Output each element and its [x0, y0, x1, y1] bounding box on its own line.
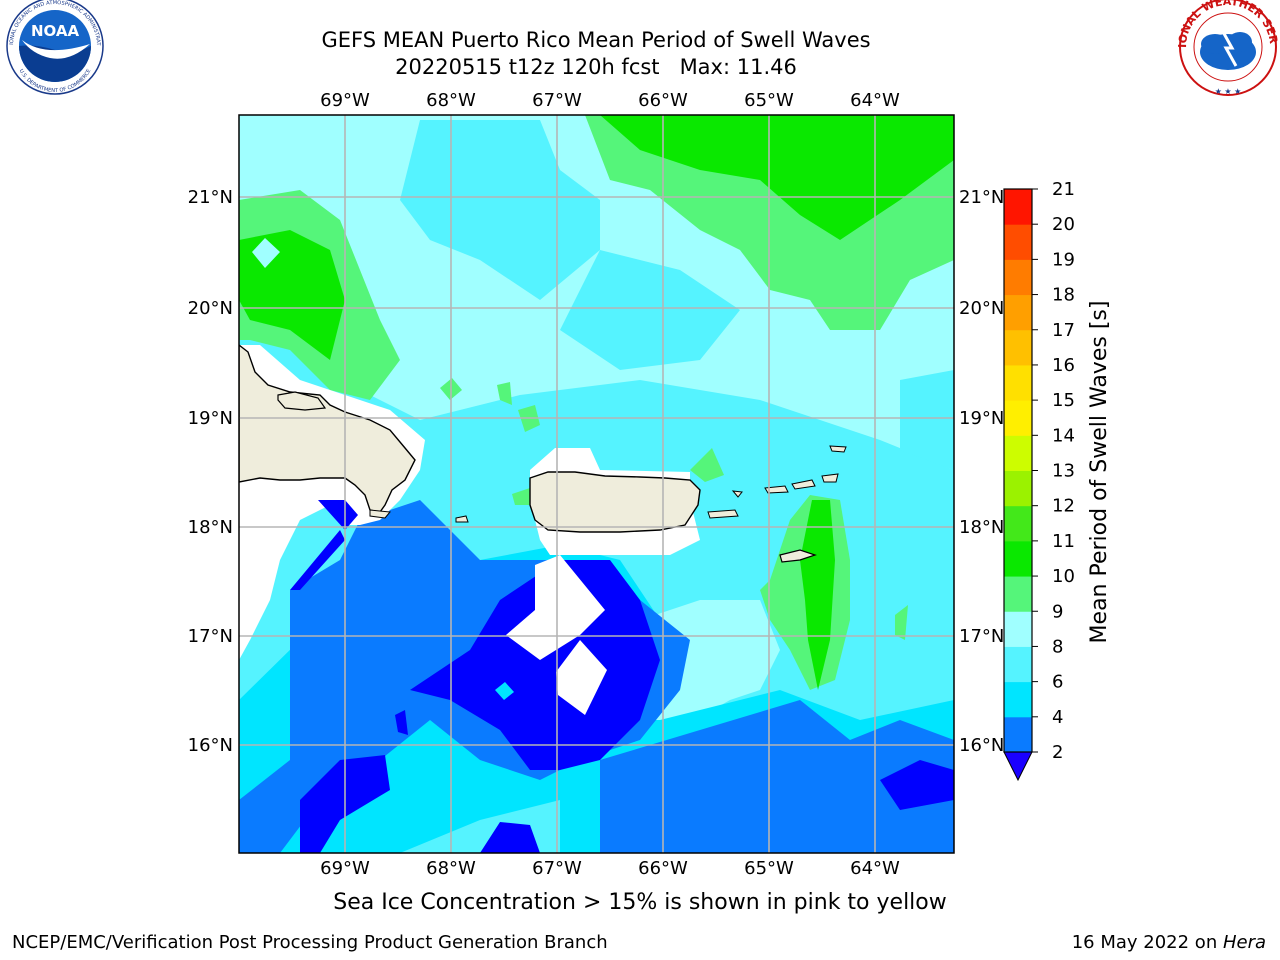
colorbar-segment: [1004, 400, 1032, 436]
lat-label-right: 21°N: [959, 187, 1004, 208]
colorbar-tick-label: 9: [1052, 601, 1063, 622]
lat-labels-left: 21°N 20°N 19°N 18°N 17°N 16°N: [188, 187, 233, 756]
colorbar-tick-label: 18: [1052, 285, 1075, 306]
lat-label-right: 17°N: [959, 626, 1004, 647]
lat-label-left: 16°N: [188, 735, 233, 756]
lon-labels-top: 69°W 68°W 67°W 66°W 65°W 64°W: [320, 90, 900, 111]
lon-label-top: 69°W: [320, 90, 370, 111]
lon-label-bottom: 65°W: [744, 858, 794, 879]
lat-label-left: 19°N: [188, 408, 233, 429]
colorbar-tick-label: 4: [1052, 707, 1063, 728]
sea-ice-note: Sea Ice Concentration > 15% is shown in …: [333, 890, 947, 915]
map-frame: [238, 114, 955, 854]
lon-label-bottom: 64°W: [850, 858, 900, 879]
colorbar-segment: [1004, 646, 1032, 683]
lon-label-bottom: 68°W: [426, 858, 476, 879]
lon-labels-bottom: 69°W 68°W 67°W 66°W 65°W 64°W: [320, 858, 900, 879]
colorbar-segment: [1004, 224, 1032, 260]
lon-label-top: 65°W: [744, 90, 794, 111]
svg-text:★ ★ ★: ★ ★ ★: [1215, 87, 1242, 96]
colorbar-segment: [1004, 505, 1032, 542]
colorbar-label: Mean Period of Swell Waves [s]: [1087, 301, 1112, 644]
colorbar-tick-label: 8: [1052, 636, 1063, 657]
colorbar-segment: [1004, 611, 1032, 647]
lon-label-bottom: 66°W: [638, 858, 688, 879]
colorbar-segment: [1004, 470, 1032, 507]
colorbar-tick-label: 20: [1052, 214, 1075, 235]
colorbar-tick-label: 14: [1052, 425, 1075, 446]
lat-label-left: 18°N: [188, 517, 233, 538]
colorbar-tick-label: 11: [1052, 531, 1075, 552]
colorbar-tick-label: 12: [1052, 496, 1075, 517]
colorbar-tick-label: 21: [1052, 179, 1075, 200]
map-title: GEFS MEAN Puerto Rico Mean Period of Swe…: [321, 28, 871, 52]
colorbar-tick-label: 13: [1052, 461, 1075, 482]
colorbar: 2 4 6 8 9 10 11 12 13 14 15 16 17 18 19 20 21 Mean Perio…: [1003, 179, 1112, 782]
lon-label-top: 64°W: [850, 90, 900, 111]
colorbar-segment: [1004, 364, 1032, 401]
colorbar-segment: [1004, 716, 1032, 753]
lon-label-top: 66°W: [638, 90, 688, 111]
colorbar-segment: [1004, 435, 1032, 471]
map-gridlines: [239, 115, 954, 853]
colorbar-tick-label: 10: [1052, 566, 1075, 587]
lat-label-left: 21°N: [188, 187, 233, 208]
lat-label-right: 20°N: [959, 298, 1004, 319]
colorbar-segment: [1004, 189, 1032, 225]
lat-label-right: 16°N: [959, 735, 1004, 756]
lon-label-bottom: 67°W: [532, 858, 582, 879]
colorbar-tick-label: 16: [1052, 355, 1075, 376]
lat-label-right: 18°N: [959, 517, 1004, 538]
colorbar-tick-label: 2: [1052, 742, 1063, 763]
swell-period-field: [239, 115, 954, 853]
map-subtitle: 20220515 t12z 120h fcst Max: 11.46: [395, 55, 797, 79]
lat-label-right: 19°N: [959, 408, 1004, 429]
lat-label-left: 17°N: [188, 626, 233, 647]
colorbar-tick-label: 17: [1052, 320, 1075, 341]
noaa-logo-text: NOAA: [31, 22, 80, 40]
colorbar-tick-label: 15: [1052, 390, 1075, 411]
colorbar-segment: [1004, 576, 1032, 612]
colorbar-tick-label: 6: [1052, 672, 1063, 693]
colorbar-segment: [1004, 329, 1032, 366]
lon-label-bottom: 69°W: [320, 858, 370, 879]
lat-label-left: 20°N: [188, 298, 233, 319]
footer-date-text: 16 May 2022 on: [1071, 932, 1223, 953]
noaa-logo: NOAA NATIONAL OCEANIC AND ATMOSPHERIC AD…: [0, 0, 104, 95]
colorbar-segment: [1004, 294, 1032, 331]
colorbar-tick-label: 19: [1052, 249, 1075, 270]
colorbar-segment: [1004, 681, 1032, 718]
lat-labels-right: 21°N 20°N 19°N 18°N 17°N 16°N: [959, 187, 1004, 756]
lon-label-top: 67°W: [532, 90, 582, 111]
footer-credit: NCEP/EMC/Verification Post Processing Pr…: [12, 932, 608, 953]
colorbar-segment: [1004, 259, 1032, 296]
lon-label-top: 68°W: [426, 90, 476, 111]
colorbar-segment: [1004, 540, 1032, 577]
footer-machine: Hera: [1222, 932, 1266, 953]
footer-date: 16 May 2022 on Hera: [1072, 932, 1266, 953]
